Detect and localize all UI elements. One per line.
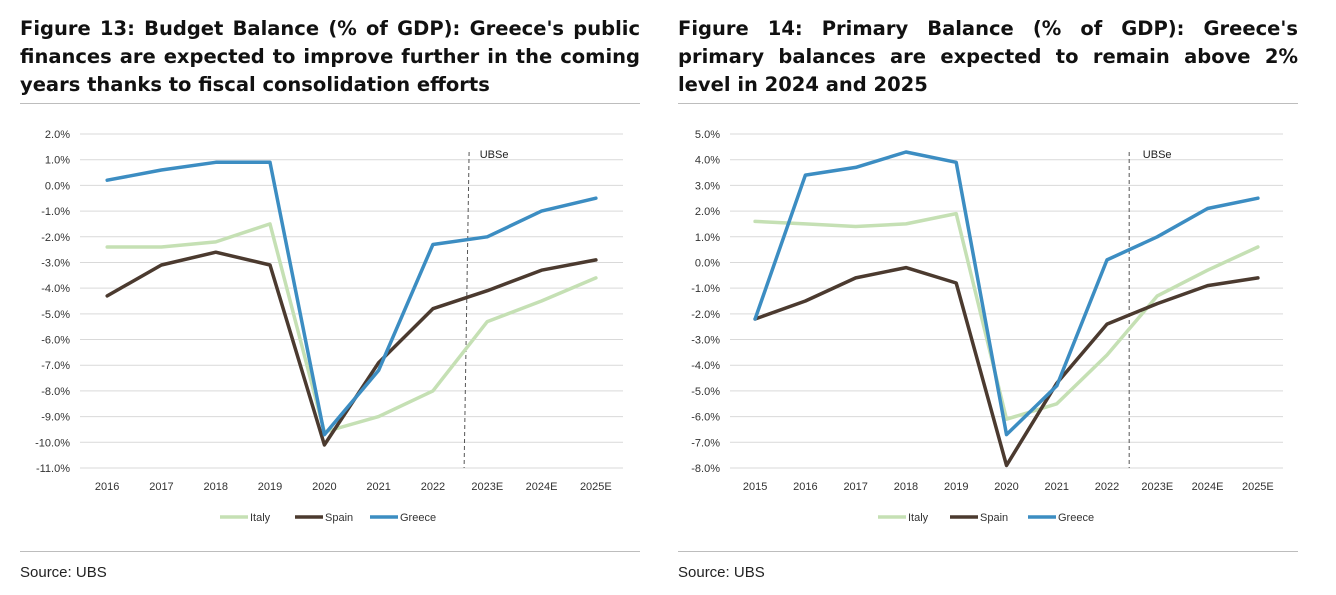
legend-label-italy: Italy <box>908 512 929 524</box>
y-tick-label: 5.0% <box>695 129 720 141</box>
x-tick-label: 2024E <box>526 481 558 493</box>
y-tick-label: 2.0% <box>45 129 70 141</box>
series-line-spain <box>105 250 598 447</box>
series-line-greece <box>105 160 598 437</box>
y-tick-label: -2.0% <box>41 232 70 244</box>
x-tick-label: 2016 <box>793 481 817 493</box>
y-tick-label: -4.0% <box>691 360 720 372</box>
x-tick-label: 2023E <box>471 481 503 493</box>
series-line-italy <box>753 211 1260 421</box>
y-tick-label: -10.0% <box>35 437 70 449</box>
y-tick-label: -8.0% <box>691 463 720 475</box>
x-tick-label: 2019 <box>258 481 282 493</box>
legend-label-greece: Greece <box>1058 512 1094 524</box>
x-tick-label: 2017 <box>149 481 173 493</box>
x-tick-label: 2015 <box>743 481 767 493</box>
y-tick-label: -9.0% <box>41 412 70 424</box>
x-tick-label: 2025E <box>580 481 612 493</box>
y-tick-label: -1.0% <box>41 206 70 218</box>
y-tick-label: 2.0% <box>695 206 720 218</box>
x-tick-label: 2025E <box>1242 481 1274 493</box>
source-divider <box>678 551 1298 552</box>
legend-label-greece: Greece <box>400 512 436 524</box>
figure-13-source: Source: UBS <box>20 564 107 581</box>
series-line-italy <box>105 222 598 434</box>
y-tick-label: -2.0% <box>691 309 720 321</box>
forecast-label: UBSe <box>480 149 509 161</box>
x-tick-label: 2018 <box>204 481 228 493</box>
y-tick-label: -5.0% <box>691 386 720 398</box>
x-tick-label: 2018 <box>894 481 918 493</box>
figure-14-source: Source: UBS <box>678 564 765 581</box>
y-tick-label: -8.0% <box>41 386 70 398</box>
y-tick-label: 4.0% <box>695 155 720 167</box>
title-divider <box>20 103 640 104</box>
y-tick-label: -11.0% <box>36 463 70 475</box>
figure-13-title: Figure 13: Budget Balance (% of GDP): Gr… <box>20 17 640 96</box>
x-tick-label: 2022 <box>421 481 445 493</box>
title-divider <box>678 103 1298 104</box>
x-tick-label: 2021 <box>366 481 390 493</box>
legend-label-spain: Spain <box>325 512 353 524</box>
source-divider <box>20 551 640 552</box>
x-tick-label: 2019 <box>944 481 968 493</box>
x-tick-label: 2017 <box>843 481 867 493</box>
x-tick-label: 2020 <box>994 481 1018 493</box>
primary-balance-chart: 5.0% 4.0% 3.0% 2.0% 1.0% 0.0% -1.0% -2.0% -3.0% -… <box>691 129 1283 524</box>
y-tick-label: -7.0% <box>691 437 720 449</box>
y-tick-label: -3.0% <box>691 335 720 347</box>
y-tick-label: 1.0% <box>45 155 70 167</box>
y-tick-label: -4.0% <box>41 283 70 295</box>
y-tick-label: 0.0% <box>45 180 70 192</box>
x-tick-label: 2016 <box>95 481 119 493</box>
x-tick-label: 2023E <box>1141 481 1173 493</box>
budget-balance-chart: 2.0% 1.0% 0.0% -1.0% -2.0% -3.0% -4.0% -5.0% -6.… <box>35 129 623 524</box>
y-tick-label: -7.0% <box>41 360 70 372</box>
forecast-divider <box>463 151 470 469</box>
legend-label-italy: Italy <box>250 512 271 524</box>
x-tick-label: 2024E <box>1192 481 1224 493</box>
y-tick-label: 1.0% <box>695 232 720 244</box>
y-tick-label: -6.0% <box>691 412 720 424</box>
y-tick-label: 0.0% <box>695 257 720 269</box>
legend-label-spain: Spain <box>980 512 1008 524</box>
y-tick-label: -1.0% <box>691 283 720 295</box>
y-tick-label: -5.0% <box>41 309 70 321</box>
x-tick-label: 2020 <box>312 481 336 493</box>
y-tick-label: -6.0% <box>41 335 70 347</box>
forecast-label: UBSe <box>1143 149 1172 161</box>
y-tick-label: -3.0% <box>41 257 70 269</box>
figure-14-title: Figure 14: Primary Balance (% of GDP): G… <box>678 17 1298 96</box>
x-tick-label: 2021 <box>1045 481 1069 493</box>
y-tick-label: 3.0% <box>695 180 720 192</box>
x-tick-label: 2022 <box>1095 481 1119 493</box>
